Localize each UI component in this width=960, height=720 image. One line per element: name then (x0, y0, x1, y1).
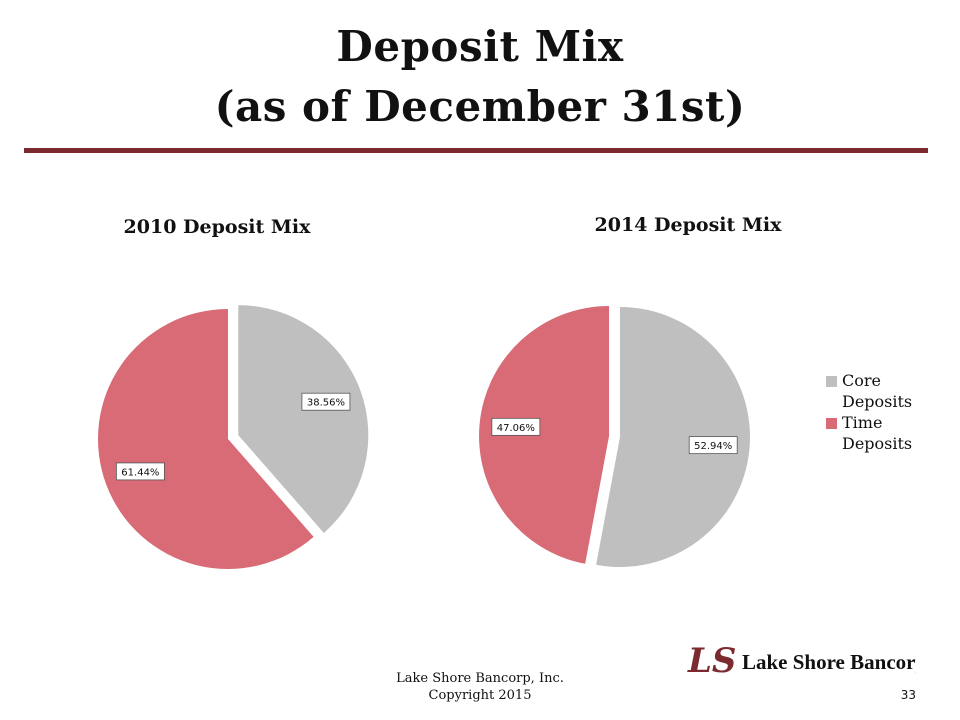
page-number: 33 (900, 688, 916, 702)
pie-chart-2014: 2014 Deposit Mix 52.94% 47.06% (479, 214, 782, 567)
slide-title-line-2: (as of December 31st) (214, 82, 746, 131)
svg-text:52.94%: 52.94% (694, 441, 732, 452)
data-label-time-deposits: 61.44% (115, 462, 165, 481)
footer-copyright: Copyright 2015 (428, 688, 532, 703)
logo-mark: LS (687, 641, 736, 681)
data-label-core-deposits: 38.56% (301, 392, 351, 411)
svg-text:47.06%: 47.06% (497, 423, 535, 434)
legend-label-core: Core Deposits (842, 371, 913, 411)
data-label-core-deposits: 52.94% (688, 436, 738, 455)
title-divider (24, 148, 928, 153)
svg-text:61.44%: 61.44% (121, 467, 159, 478)
legend-item-core-deposits: Core Deposits (826, 370, 946, 412)
pie-slice-core-deposits (596, 307, 750, 567)
pie-slice-time-deposits (479, 305, 610, 564)
pie-slice-time-deposits (98, 309, 314, 569)
legend-item-time-deposits: Time Deposits (826, 412, 946, 454)
footer: Lake Shore Bancorp, Inc. Copyright 2015 (380, 670, 580, 704)
pie-chart-2010: 2010 Deposit Mix 38.56% 61.44% (98, 216, 369, 569)
chart-title-2010: 2010 Deposit Mix (124, 216, 312, 238)
chart-legend: Core Deposits Time Deposits (826, 370, 946, 454)
charts-canvas: 2010 Deposit Mix 38.56% 61.44% 2014 Depos… (98, 214, 782, 569)
footer-company: Lake Shore Bancorp, Inc. (396, 671, 564, 686)
legend-swatch-time (826, 418, 837, 429)
pie-slice-core-deposits (238, 305, 369, 533)
slide-title-line-1: Deposit Mix (336, 22, 624, 71)
logo-company-text: Lake Shore Bancorp, Inc. (742, 650, 916, 674)
legend-swatch-core (826, 376, 837, 387)
data-label-time-deposits: 47.06% (491, 417, 541, 436)
legend-label-time: Time Deposits (842, 413, 913, 453)
chart-title-2014: 2014 Deposit Mix (595, 214, 783, 236)
company-logo: LS Lake Shore Bancorp, Inc. (687, 641, 916, 681)
svg-text:38.56%: 38.56% (307, 398, 345, 409)
